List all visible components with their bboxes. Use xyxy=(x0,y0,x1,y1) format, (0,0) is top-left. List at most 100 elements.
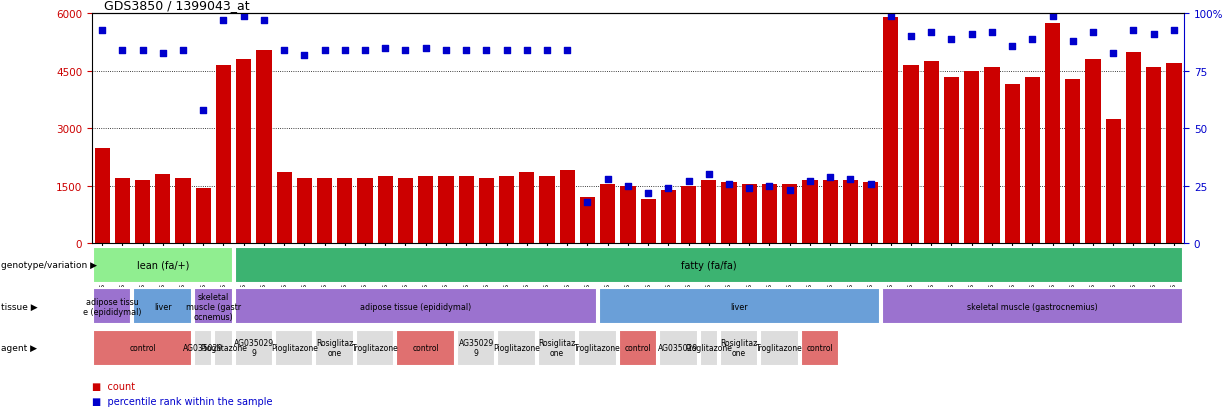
Bar xyxy=(499,177,514,244)
Text: Rosiglitaz
one: Rosiglitaz one xyxy=(317,339,353,357)
Point xyxy=(699,172,719,178)
Point xyxy=(659,185,679,192)
Bar xyxy=(317,179,333,244)
Text: Pioglitazone: Pioglitazone xyxy=(686,344,733,352)
Point xyxy=(1043,14,1063,20)
FancyBboxPatch shape xyxy=(234,289,596,325)
Point xyxy=(638,190,658,197)
Bar xyxy=(741,185,757,244)
Bar xyxy=(1146,68,1161,244)
Point xyxy=(962,32,982,38)
FancyBboxPatch shape xyxy=(356,330,394,366)
Point xyxy=(1164,27,1184,34)
FancyBboxPatch shape xyxy=(396,330,455,366)
FancyBboxPatch shape xyxy=(599,289,880,325)
Point xyxy=(1124,27,1144,34)
Bar xyxy=(762,185,777,244)
Text: Rosiglitaz
one: Rosiglitaz one xyxy=(539,339,575,357)
Bar xyxy=(944,78,960,244)
FancyBboxPatch shape xyxy=(134,289,193,325)
Point xyxy=(1144,32,1163,38)
FancyBboxPatch shape xyxy=(537,330,577,366)
Point xyxy=(416,45,436,52)
Point xyxy=(1022,36,1042,43)
Text: AG035029
9: AG035029 9 xyxy=(234,339,274,357)
Point xyxy=(355,48,374,55)
Point xyxy=(497,48,517,55)
Bar xyxy=(438,177,454,244)
Point xyxy=(194,107,213,114)
Point xyxy=(1002,43,1022,50)
Bar xyxy=(600,185,615,244)
Bar xyxy=(459,177,474,244)
Point xyxy=(921,29,941,36)
FancyBboxPatch shape xyxy=(659,330,698,366)
Text: adipose tissue (epididymal): adipose tissue (epididymal) xyxy=(360,302,471,311)
Point xyxy=(719,181,739,188)
Point xyxy=(173,48,193,55)
Point xyxy=(840,176,860,183)
Bar xyxy=(621,186,636,244)
Bar xyxy=(964,72,979,244)
Point xyxy=(740,185,760,192)
Text: ■  count: ■ count xyxy=(92,381,135,391)
Bar xyxy=(115,179,130,244)
Bar xyxy=(903,66,919,244)
Point xyxy=(760,183,779,190)
Bar xyxy=(1167,64,1182,244)
Point xyxy=(113,48,133,55)
Text: Troglitazone: Troglitazone xyxy=(756,344,802,352)
Bar xyxy=(398,179,413,244)
Text: control: control xyxy=(129,344,156,352)
Text: ■  percentile rank within the sample: ■ percentile rank within the sample xyxy=(92,396,272,406)
Text: GDS3850 / 1399043_at: GDS3850 / 1399043_at xyxy=(104,0,250,12)
Text: AG35029
9: AG35029 9 xyxy=(459,339,494,357)
FancyBboxPatch shape xyxy=(93,330,193,366)
FancyBboxPatch shape xyxy=(93,289,131,325)
Bar xyxy=(1126,52,1141,244)
Bar xyxy=(782,185,798,244)
Point xyxy=(92,27,112,34)
Point xyxy=(861,181,881,188)
Point xyxy=(578,199,598,206)
Point xyxy=(213,18,233,25)
Text: Troglitazone: Troglitazone xyxy=(352,344,399,352)
Point xyxy=(901,34,920,40)
Point xyxy=(821,174,840,180)
Bar xyxy=(640,200,655,244)
Bar xyxy=(1086,60,1101,244)
Text: control: control xyxy=(412,344,439,352)
Point xyxy=(456,48,476,55)
Bar xyxy=(924,62,939,244)
Bar xyxy=(802,180,817,244)
Text: skeletal muscle (gastrocnemius): skeletal muscle (gastrocnemius) xyxy=(967,302,1098,311)
Point xyxy=(436,48,455,55)
Bar xyxy=(681,186,696,244)
FancyBboxPatch shape xyxy=(234,330,274,366)
Text: lean (fa/+): lean (fa/+) xyxy=(136,260,189,271)
Text: liver: liver xyxy=(155,302,172,311)
Point xyxy=(517,48,536,55)
Bar xyxy=(519,173,535,244)
Bar xyxy=(1005,85,1020,244)
Text: Pioglitazone: Pioglitazone xyxy=(493,344,540,352)
FancyBboxPatch shape xyxy=(578,330,617,366)
Bar xyxy=(156,175,171,244)
FancyBboxPatch shape xyxy=(194,330,212,366)
Point xyxy=(375,45,395,52)
Bar xyxy=(135,180,150,244)
Bar xyxy=(883,18,898,244)
Text: AG035029: AG035029 xyxy=(183,344,223,352)
Bar xyxy=(843,180,858,244)
Point xyxy=(1083,29,1103,36)
Bar xyxy=(721,183,736,244)
Point xyxy=(1103,50,1123,57)
Bar xyxy=(216,66,231,244)
Text: Pioglitazone: Pioglitazone xyxy=(271,344,318,352)
FancyBboxPatch shape xyxy=(761,330,799,366)
Text: control: control xyxy=(625,344,652,352)
Point xyxy=(254,18,274,25)
Text: adipose tissu
e (epididymal): adipose tissu e (epididymal) xyxy=(83,297,141,316)
Bar xyxy=(175,179,190,244)
Point xyxy=(557,48,577,55)
